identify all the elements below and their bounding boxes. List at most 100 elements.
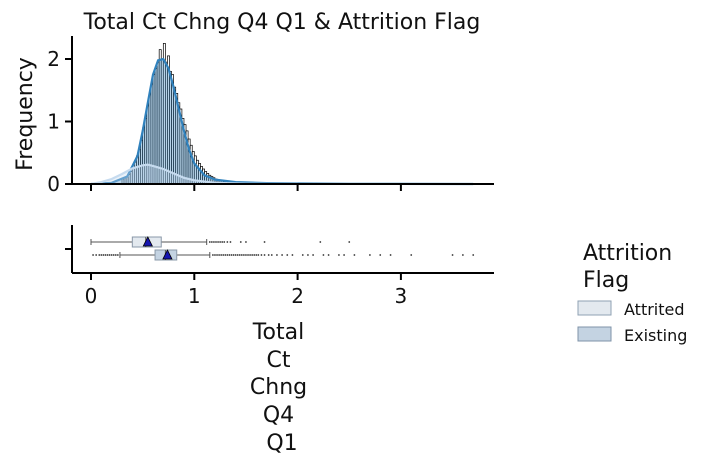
outlier-point	[451, 254, 454, 256]
outlier-point	[220, 254, 223, 256]
outlier-point	[301, 254, 304, 256]
outlier-point	[263, 241, 266, 243]
outlier-point	[257, 254, 260, 256]
outlier-point	[114, 254, 117, 256]
top-axes: 0 1 2	[47, 36, 494, 196]
outlier-point	[223, 241, 226, 243]
outlier-point	[322, 254, 325, 256]
outlier-point	[92, 254, 94, 256]
outlier-point	[389, 254, 392, 256]
outlier-point	[215, 241, 217, 243]
y-tick-label: 1	[47, 110, 60, 134]
legend-swatch-attrited	[577, 300, 612, 316]
outlier-point	[369, 254, 371, 256]
outlier-point	[236, 254, 239, 256]
legend-label-existing: Existing	[624, 326, 687, 345]
outlier-point	[98, 254, 101, 256]
outlier-point	[100, 254, 103, 256]
outlier-point	[260, 254, 263, 256]
outlier-point	[242, 254, 245, 256]
x-tick-label: 1	[188, 284, 201, 308]
outlier-point	[286, 254, 289, 256]
x-axis-label-line: Ct	[267, 348, 291, 373]
outlier-point	[240, 254, 243, 256]
x-tick-label: 0	[85, 284, 98, 308]
outlier-point	[95, 254, 98, 256]
outlier-point	[234, 254, 237, 256]
outlier-point	[251, 254, 254, 256]
kde-area-existing	[91, 59, 474, 184]
outlier-point	[319, 241, 322, 243]
outlier-point	[208, 241, 211, 243]
outlier-point	[102, 254, 105, 256]
x-tick-label: 3	[395, 284, 408, 308]
outlier-point	[104, 254, 107, 256]
outlier-point	[116, 254, 119, 256]
outlier-point	[267, 254, 270, 256]
legend: Attrition Flag Attrited Existing	[577, 241, 687, 345]
outlier-point	[219, 241, 222, 243]
outlier-point	[217, 241, 219, 243]
outlier-point	[253, 254, 256, 256]
outlier-point	[229, 241, 232, 243]
x-tick-label: 2	[291, 284, 304, 308]
outlier-point	[210, 241, 213, 243]
outlier-point	[348, 241, 351, 243]
legend-label-attrited: Attrited	[624, 300, 685, 319]
outlier-point	[247, 254, 249, 256]
outlier-point	[255, 254, 258, 256]
outlier-point	[216, 254, 218, 256]
bottom-axes: 0 1 2 3	[65, 225, 494, 308]
outlier-point	[472, 254, 475, 256]
chart-title: Total Ct Chng Q4 Q1 & Attrition Flag	[83, 10, 481, 35]
outlier-point	[226, 241, 229, 243]
outlier-point	[218, 254, 220, 256]
outlier-point	[245, 241, 247, 243]
outlier-point	[213, 241, 215, 243]
outlier-point	[112, 254, 115, 256]
kde-curves	[90, 57, 474, 186]
outlier-point	[338, 254, 340, 256]
outlier-point	[379, 254, 382, 256]
outlier-point	[214, 254, 216, 256]
mean-marker	[142, 236, 153, 247]
x-axis-label-line: Q1	[266, 431, 297, 456]
outlier-point	[353, 254, 356, 256]
outlier-point	[228, 254, 231, 256]
outlier-point	[108, 254, 111, 256]
kde-line-attrited	[90, 163, 298, 186]
x-axis-label-line: Total	[252, 320, 304, 345]
outlier-point	[232, 254, 235, 256]
x-axis-label-line: Chng	[250, 375, 307, 400]
outlier-point	[327, 254, 330, 256]
outlier-point	[410, 254, 413, 256]
legend-swatch-existing	[577, 326, 612, 342]
y-axis-label: Frequency	[13, 57, 38, 171]
legend-title: Flag	[583, 268, 629, 293]
outlier-point	[221, 241, 224, 243]
y-tick-label: 2	[47, 47, 60, 71]
x-axis-label-line: Q4	[263, 403, 294, 428]
outlier-point	[249, 254, 251, 256]
outlier-point	[211, 254, 214, 256]
y-tick-label: 0	[47, 172, 60, 196]
mean-marker	[162, 249, 173, 260]
x-axis-label: Total Ct Chng Q4 Q1	[250, 320, 314, 456]
outlier-point	[281, 254, 284, 256]
outlier-point	[238, 254, 241, 256]
outlier-point	[224, 254, 227, 256]
outlier-point	[110, 254, 113, 256]
outlier-point	[226, 254, 229, 256]
outlier-point	[291, 254, 294, 256]
outlier-point	[343, 254, 345, 256]
outlier-point	[239, 241, 242, 243]
outlier-point	[461, 254, 464, 256]
outlier-point	[270, 254, 273, 256]
outlier-point	[276, 254, 278, 256]
outlier-point	[312, 254, 314, 256]
boxplot-existing	[92, 249, 475, 261]
kde-area-attrited	[91, 164, 298, 184]
outlier-point	[222, 254, 225, 256]
outlier-point	[106, 254, 109, 256]
